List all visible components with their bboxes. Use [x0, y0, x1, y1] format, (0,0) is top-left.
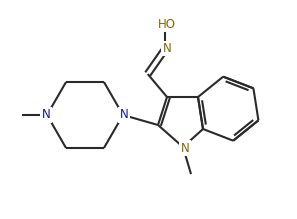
Text: N: N: [120, 108, 128, 122]
Text: N: N: [42, 108, 50, 122]
Text: HO: HO: [158, 18, 176, 31]
Text: N: N: [162, 42, 171, 55]
Text: N: N: [181, 141, 189, 154]
